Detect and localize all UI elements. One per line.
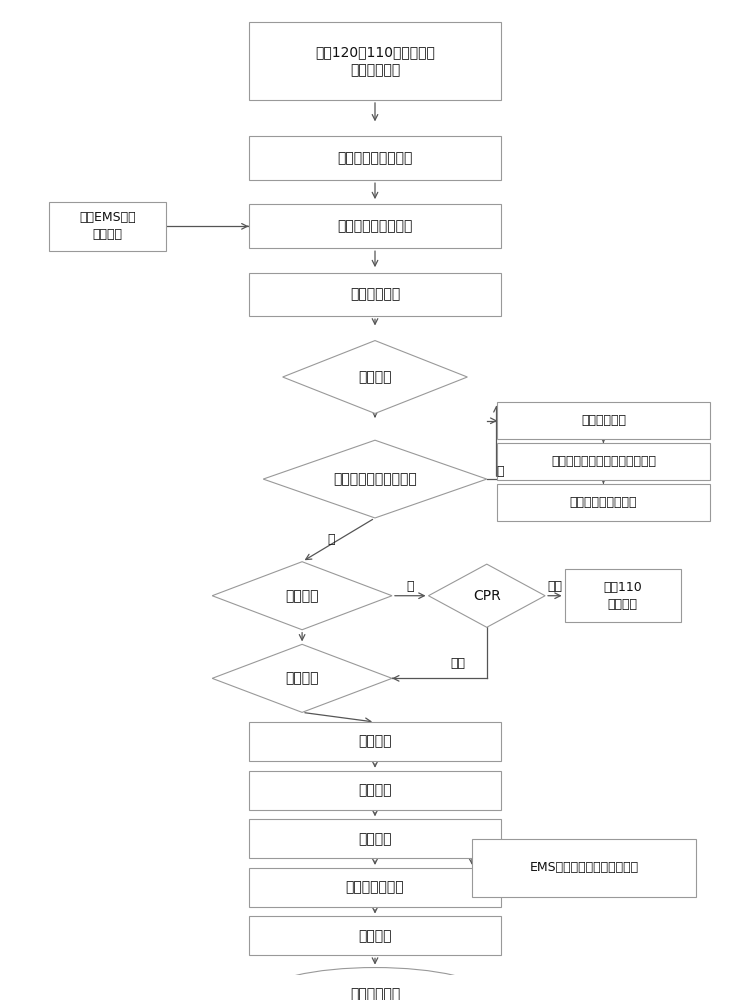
Text: 判断现场状态: 判断现场状态 xyxy=(581,414,626,427)
Text: CPR: CPR xyxy=(473,589,501,603)
Text: 现场检伤分类并记录: 现场检伤分类并记录 xyxy=(570,496,638,509)
Bar xyxy=(249,22,501,100)
Text: 到达医院: 到达医院 xyxy=(358,929,392,943)
Bar xyxy=(496,484,710,521)
Text: 有效: 有效 xyxy=(450,657,465,670)
Text: 现场评估: 现场评估 xyxy=(358,370,392,384)
Text: 受理120、110指派电话或
医院急救电话: 受理120、110指派电话或 医院急救电话 xyxy=(315,45,435,77)
Polygon shape xyxy=(212,644,392,712)
Polygon shape xyxy=(212,562,392,630)
Bar xyxy=(249,771,501,810)
Bar xyxy=(249,868,501,907)
Polygon shape xyxy=(283,341,467,413)
Bar xyxy=(249,819,501,858)
Bar xyxy=(249,204,501,248)
Bar xyxy=(249,136,501,180)
Text: 通知110
求救电话: 通知110 求救电话 xyxy=(604,581,642,611)
Bar xyxy=(50,202,166,251)
Bar xyxy=(249,916,501,955)
Text: 初次评估: 初次评估 xyxy=(358,735,392,749)
Bar xyxy=(472,839,696,897)
Text: 离开现场: 离开现场 xyxy=(358,832,392,846)
Polygon shape xyxy=(428,564,545,627)
Text: 是否发生突发公共事件: 是否发生突发公共事件 xyxy=(333,472,417,486)
Text: 无: 无 xyxy=(406,580,414,593)
Bar xyxy=(496,443,710,480)
Ellipse shape xyxy=(263,968,487,1000)
Text: 向医院汇报，请示、或请求支援: 向医院汇报，请示、或请求支援 xyxy=(551,455,656,468)
Text: 交接创伤人员: 交接创伤人员 xyxy=(350,987,400,1000)
Bar xyxy=(249,273,501,316)
Text: 无效: 无效 xyxy=(548,580,562,593)
Bar xyxy=(565,569,681,622)
Text: 打开EMS系统
的车载端: 打开EMS系统 的车载端 xyxy=(80,211,136,241)
Text: 生命体征: 生命体征 xyxy=(285,589,319,603)
Text: 是: 是 xyxy=(496,465,504,478)
Text: 二次评估: 二次评估 xyxy=(358,783,392,797)
Bar xyxy=(496,402,710,439)
Text: EMS系统的车载端将录入信息: EMS系统的车载端将录入信息 xyxy=(530,861,638,874)
Text: 否: 否 xyxy=(328,533,335,546)
Bar xyxy=(249,722,501,761)
Text: 急救车和急救组出发: 急救车和急救组出发 xyxy=(338,219,412,233)
Text: 到达事故现场: 到达事故现场 xyxy=(350,287,400,301)
Text: 调派急救车和急救组: 调派急救车和急救组 xyxy=(338,151,412,165)
Text: 转运途中的处置: 转运途中的处置 xyxy=(346,880,404,894)
Text: 伤情评估: 伤情评估 xyxy=(285,671,319,685)
Polygon shape xyxy=(263,440,487,518)
